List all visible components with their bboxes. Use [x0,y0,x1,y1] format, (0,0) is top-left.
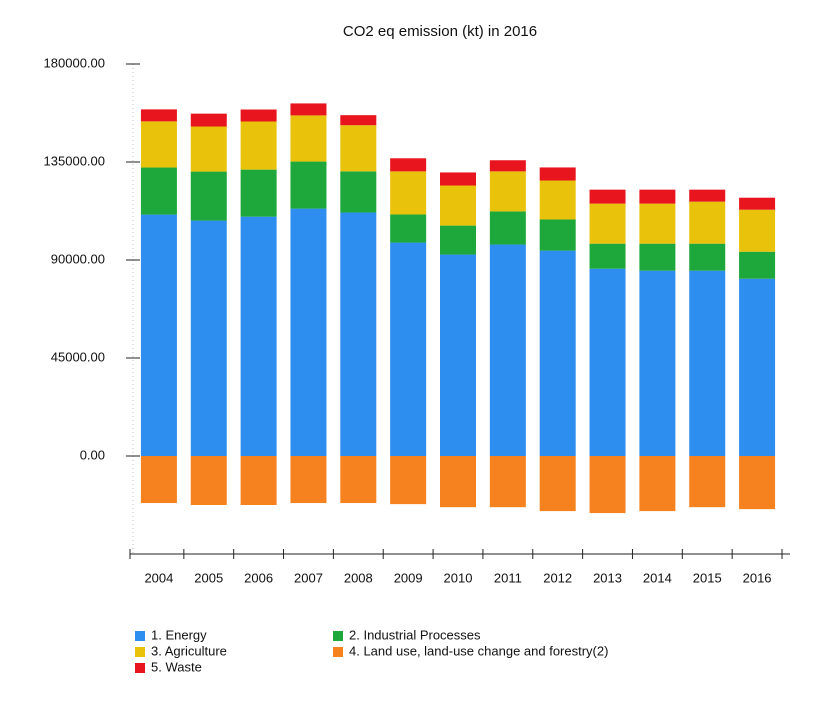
bar-segment [539,219,576,251]
x-tick-label: 2005 [194,570,223,585]
bar-segment [440,456,476,508]
legend-label: 1. Energy [151,627,207,642]
x-tick-label: 2012 [543,570,572,585]
legend-label: 5. Waste [151,659,202,674]
x-tick-label: 2009 [394,570,423,585]
bar-segment [290,456,327,504]
legend-swatch [333,647,343,657]
bar-segment [440,225,476,255]
bar-segment [589,203,626,244]
bar-segment [489,160,526,172]
bar-segment [190,456,227,505]
bar-segment [539,250,576,456]
chart-title: CO2 eq emission (kt) in 2016 [343,23,537,40]
bar-segment [539,180,576,220]
bar-segment [290,103,327,116]
bar-segment [489,456,526,508]
bar-segment [240,169,277,217]
bar-segment [689,456,726,508]
bar-segment [589,243,626,269]
bar-segment [340,456,377,504]
bar-segment [739,197,776,210]
bar-segment [190,113,227,127]
x-tick-label: 2008 [344,570,373,585]
bar-segment [739,251,776,279]
bar-segment [689,270,726,456]
legend-swatch [135,663,145,673]
legend-swatch [333,631,343,641]
y-tick-label: 45000.00 [51,349,105,364]
bar-segment [240,121,277,170]
bar-segment [190,220,227,456]
bar-segment [440,254,476,456]
bar-segment [340,115,377,126]
bar-segment [589,189,626,204]
bar-segment [589,268,626,456]
bar-segment [489,244,526,456]
bar-segment [639,243,676,271]
y-tick-label: 135000.00 [44,153,105,168]
bar-segment [140,167,177,215]
bar-segment [639,456,676,512]
bar-segment [689,189,726,202]
bar-segment [639,189,676,204]
x-tick-label: 2016 [743,570,772,585]
y-tick-label: 90000.00 [51,251,105,266]
bar-segment [240,456,277,505]
legend-label: 4. Land use, land-use change and forestr… [349,643,608,658]
y-tick-label: 0.00 [80,447,105,462]
bar-segment [190,171,227,221]
x-tick-label: 2006 [244,570,273,585]
legend-swatch [135,631,145,641]
bar-segment [390,171,427,215]
bar-segment [639,270,676,456]
x-tick-label: 2010 [444,570,473,585]
bar-segment [140,109,177,122]
bar-segment [539,167,576,181]
bar-segment [639,203,676,244]
bar-segment [539,456,576,512]
bar-segment [240,109,277,122]
bar-segment [290,115,327,162]
bar-segment [340,212,377,456]
bar-segment [739,456,776,510]
bar-segment [290,161,327,209]
bar-segment [290,208,327,456]
legend-swatch [135,647,145,657]
legend-label: 3. Agriculture [151,643,227,658]
x-tick-label: 2015 [693,570,722,585]
bar-segment [340,125,377,172]
x-tick-label: 2011 [494,570,522,585]
y-tick-label: 180000.00 [44,55,105,70]
legend-label: 2. Industrial Processes [349,627,481,642]
x-tick-label: 2007 [294,570,323,585]
bar-segment [190,126,227,172]
x-tick-label: 2014 [643,570,672,585]
bar-segment [140,121,177,168]
bar-segment [390,214,427,243]
bar-segment [739,209,776,252]
x-tick-label: 2004 [144,570,173,585]
bar-segment [689,201,726,244]
bar-segment [390,456,427,505]
bar-segment [489,211,526,245]
bar-segment [589,456,626,514]
bar-segment [240,216,277,456]
bar-segment [739,278,776,456]
bar-segment [440,172,476,186]
bar-segment [390,158,427,172]
bar-segment [489,171,526,212]
bar-segment [390,242,427,456]
bar-segment [689,243,726,271]
bar-segment [440,185,476,226]
bar-segment [340,171,377,213]
bar-segment [140,214,177,456]
bar-segment [140,456,177,504]
x-tick-label: 2013 [593,570,622,585]
